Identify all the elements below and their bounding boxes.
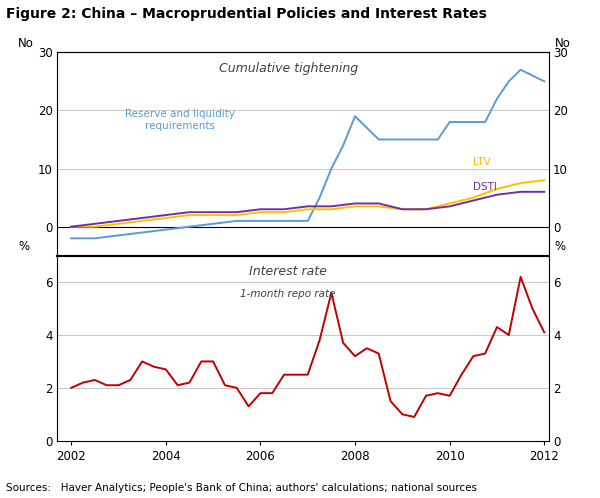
Text: No: No xyxy=(18,36,34,49)
Text: Reserve and liquidity
requirements: Reserve and liquidity requirements xyxy=(125,109,235,131)
Text: 1-month repo rate: 1-month repo rate xyxy=(241,289,336,299)
Text: LTV: LTV xyxy=(473,157,490,167)
Text: Cumulative tightening: Cumulative tightening xyxy=(218,62,358,76)
Text: %: % xyxy=(18,240,29,253)
Text: %: % xyxy=(554,240,566,253)
Text: Figure 2: China – Macroprudential Policies and Interest Rates: Figure 2: China – Macroprudential Polici… xyxy=(6,7,487,21)
Text: Sources:   Haver Analytics; People's Bank of China; authors' calculations; natio: Sources: Haver Analytics; People's Bank … xyxy=(6,483,477,493)
Text: DSTI: DSTI xyxy=(473,182,497,192)
Text: Interest rate: Interest rate xyxy=(250,265,327,278)
Text: No: No xyxy=(554,36,571,49)
